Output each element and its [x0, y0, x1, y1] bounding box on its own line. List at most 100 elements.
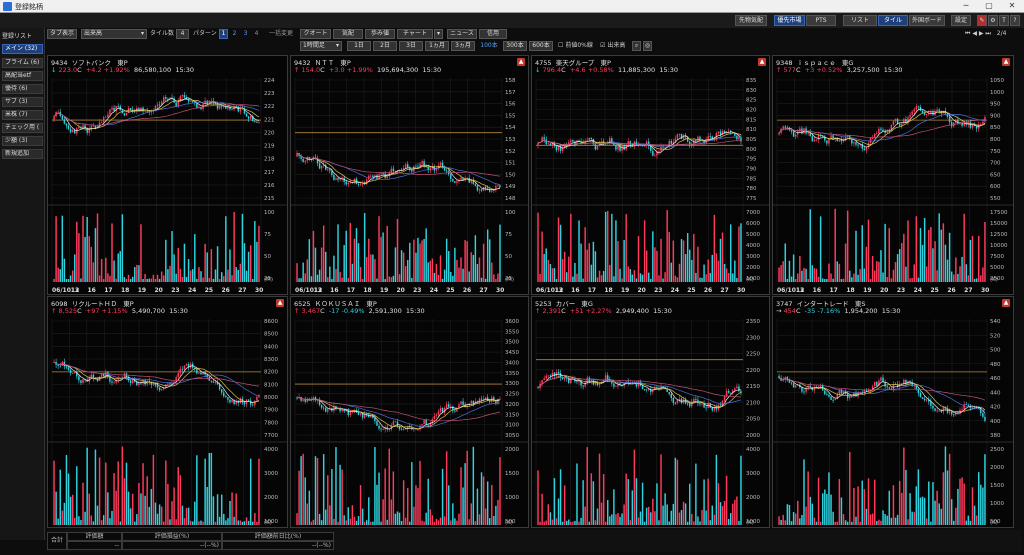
volume-tick-label: 1500 [505, 471, 519, 477]
tick-button[interactable]: 歩み値 [365, 29, 395, 39]
help-icon[interactable]: ? [1010, 15, 1020, 26]
pen-icon[interactable]: ✎ [977, 15, 987, 26]
summary-bar: 合計 評価額 -- 評価損益(%) --(--%) 評価額前日比(%) --(-… [47, 530, 1022, 552]
period-dropdown[interactable]: 1時間足 ▾ [300, 41, 342, 51]
price-chart[interactable]: 3600 3550 3500 3450 3400 3350 3300 3250 3200 3150… [291, 317, 529, 527]
price-chart[interactable]: 224223222221220219218217216215100755025(… [48, 76, 288, 294]
period-1m-button[interactable]: 1ヵ月 [425, 41, 449, 51]
price-chart[interactable]: 835 830 825 820 815 810 805 800 795 790 785 780 775 7… [532, 76, 770, 294]
price-tick-label: 148 [505, 196, 516, 202]
chart-button[interactable]: チャート [397, 29, 433, 39]
sidebar-item-sub[interactable]: サブ (3) [2, 97, 43, 107]
sidebar-item-add-new[interactable]: 新規追加 [2, 149, 43, 159]
time-tick-label: 27 [720, 287, 728, 294]
foreign-board-button[interactable]: 外国ボード [909, 15, 945, 26]
price-chart[interactable]: 2350 2300 2250 2200 2150 2100 2050 2000 4000 3000… [532, 317, 770, 527]
pattern-3-button[interactable]: 3 [243, 30, 248, 37]
stock-name[interactable]: カバー [555, 300, 576, 308]
bars-600-button[interactable]: 600本 [529, 41, 553, 51]
chart-tile[interactable]: 5253 カバー 東G ↑ 2,391C +51 +2.27% 2,949,400… [531, 296, 770, 528]
period-3m-button[interactable]: 3ヵ月 [451, 41, 475, 51]
stock-name[interactable]: インタートレード [796, 300, 849, 308]
list-view-button[interactable]: リスト [843, 15, 877, 26]
price-chart[interactable]: 540 520 500 480 460 440 420 400 380 2500 2000 1500 1… [773, 317, 1014, 527]
sidebar-item-check[interactable]: チェック用 ( [2, 123, 43, 133]
prev-close-line-toggle[interactable]: ☐ 前値0%線 [558, 41, 593, 51]
chart-tile[interactable]: 6098 リクルートＨＤ 東P ↑ 8,525C +97 +1.15% 5,490… [47, 296, 288, 528]
price-tick-label: 8100 [264, 382, 278, 388]
chart-menu-icon[interactable]: ▾ [434, 29, 443, 39]
chart-tile[interactable]: 4755 楽天グループ 東P ↓ 796.4C +4.6 +0.58% 11,88… [531, 55, 770, 295]
alert-icon[interactable]: ▲ [517, 58, 525, 66]
chart-tile[interactable]: 9348 ｉｓｐａｃｅ 東G ↑ 577C +3 +0.52% 3,257,500… [772, 55, 1014, 295]
price-tick-label: 830 [746, 88, 757, 94]
chart-tile[interactable]: 9434 ソフトバンク 東P ↓ 223.0C +4.2 +1.92% 86,58… [47, 55, 288, 295]
price-tick-label: 1000 [990, 90, 1004, 96]
close-button[interactable]: ✕ [1008, 1, 1016, 10]
bars-100-button[interactable]: 100本 [480, 42, 498, 49]
stock-name[interactable]: 楽天グループ [555, 59, 595, 67]
time-tick-label: 24 [671, 287, 679, 294]
priority-market-button[interactable]: 優先市場 [774, 15, 805, 26]
volume-tick-label: 100 [505, 210, 516, 216]
checkbox-icon: ☐ [558, 42, 564, 49]
next-page-icon[interactable]: ▶ [978, 30, 984, 37]
indicator-dropdown[interactable]: 出来高 ▾ [81, 29, 147, 39]
price-chart[interactable]: 8600 8500 8400 8300 8200 8100 8000 7900 7800 7700… [48, 317, 288, 527]
refresh-icon[interactable]: ◎ [643, 41, 652, 51]
sidebar-item-us-stocks[interactable]: 米株 (7) [2, 110, 43, 120]
price-tick-label: 460 [990, 376, 1001, 382]
first-page-icon[interactable]: ⏮ [965, 30, 971, 37]
prev-page-icon[interactable]: ◀ [972, 30, 977, 37]
sidebar-item-high-dividend[interactable]: 高配当etf [2, 71, 43, 81]
period-1d-button[interactable]: 1日 [347, 41, 371, 51]
alert-icon[interactable]: ▲ [276, 299, 284, 307]
alert-icon[interactable]: ▲ [1002, 299, 1010, 307]
period-3d-button[interactable]: 3日 [399, 41, 423, 51]
pts-button[interactable]: PTS [806, 15, 836, 26]
chart-tile[interactable]: 3747 インタートレード 東S → 454C -35 -7.16% 1,954,… [772, 296, 1014, 528]
price-chart[interactable]: 158 157 156 155 154 153 152 151 150 149 148 100 75 50… [291, 76, 529, 294]
board-button[interactable]: 気配 [333, 29, 363, 39]
pattern-2-button[interactable]: 2 [232, 30, 237, 37]
zoom-icon[interactable]: ⌕ [632, 41, 641, 51]
grid [776, 319, 988, 525]
sidebar-item-small[interactable]: 少額 (3) [2, 136, 43, 146]
settings-button[interactable]: 設定 [951, 15, 971, 26]
bars-300-button[interactable]: 300本 [503, 41, 527, 51]
stock-code: 4755 [535, 59, 552, 67]
sidebar-item-prime[interactable]: プライム (6) [2, 58, 43, 68]
stock-name[interactable]: ＮＴＴ [314, 59, 335, 67]
margin-button[interactable]: 信用 [479, 29, 507, 39]
tile-view-button[interactable]: タイル [878, 15, 908, 26]
tile-count-select[interactable]: 4 [176, 29, 189, 39]
gear-icon[interactable]: ⚙ [988, 15, 998, 26]
futures-quote-button[interactable]: 先物気配 [735, 15, 767, 26]
news-button[interactable]: ニュース [447, 29, 477, 39]
chart-tile[interactable]: 6525 ＫＯＫＵＳＡＩ 東P ↑ 3,467C -17 -0.49% 2,591… [290, 296, 529, 528]
chart-tile[interactable]: 9432 ＮＴＴ 東P ↑ 154.0C +3.0 +1.99% 195,694,… [290, 55, 529, 295]
stock-name[interactable]: リクルートＨＤ [71, 300, 117, 308]
last-page-icon[interactable]: ⏭ [985, 30, 991, 37]
text-icon[interactable]: T [999, 15, 1009, 26]
sidebar-item-benefit[interactable]: 優待 (6) [2, 84, 43, 94]
quote-button[interactable]: クオート [300, 29, 331, 39]
tab-display-button[interactable]: タブ表示 [47, 29, 77, 39]
volume-tick-label: 5000 [746, 232, 760, 238]
price-chart[interactable]: 1050100095090085080075070065060055017500… [773, 76, 1014, 294]
stock-name[interactable]: ソフトバンク [71, 59, 112, 67]
maximize-button[interactable]: ▢ [985, 1, 993, 10]
pattern-4-button[interactable]: 4 [254, 30, 259, 37]
stock-name[interactable]: ｉｓｐａｃｅ [796, 59, 836, 67]
price-tick-label: 780 [746, 186, 757, 192]
alert-icon[interactable]: ▲ [1002, 58, 1010, 66]
volume-toggle[interactable]: ☑ 出来高 [600, 41, 625, 51]
stock-name[interactable]: ＫＯＫＵＳＡＩ [314, 300, 361, 308]
pattern-1-button[interactable]: 1 [219, 29, 228, 39]
price-tick-label: 900 [990, 113, 1001, 119]
sidebar-item-main[interactable]: メイン (32) [2, 44, 43, 54]
volume-tick-label: 12500 [990, 232, 1008, 238]
period-2d-button[interactable]: 2日 [373, 41, 397, 51]
minimize-button[interactable]: ─ [963, 1, 969, 10]
alert-icon[interactable]: ▲ [758, 58, 766, 66]
